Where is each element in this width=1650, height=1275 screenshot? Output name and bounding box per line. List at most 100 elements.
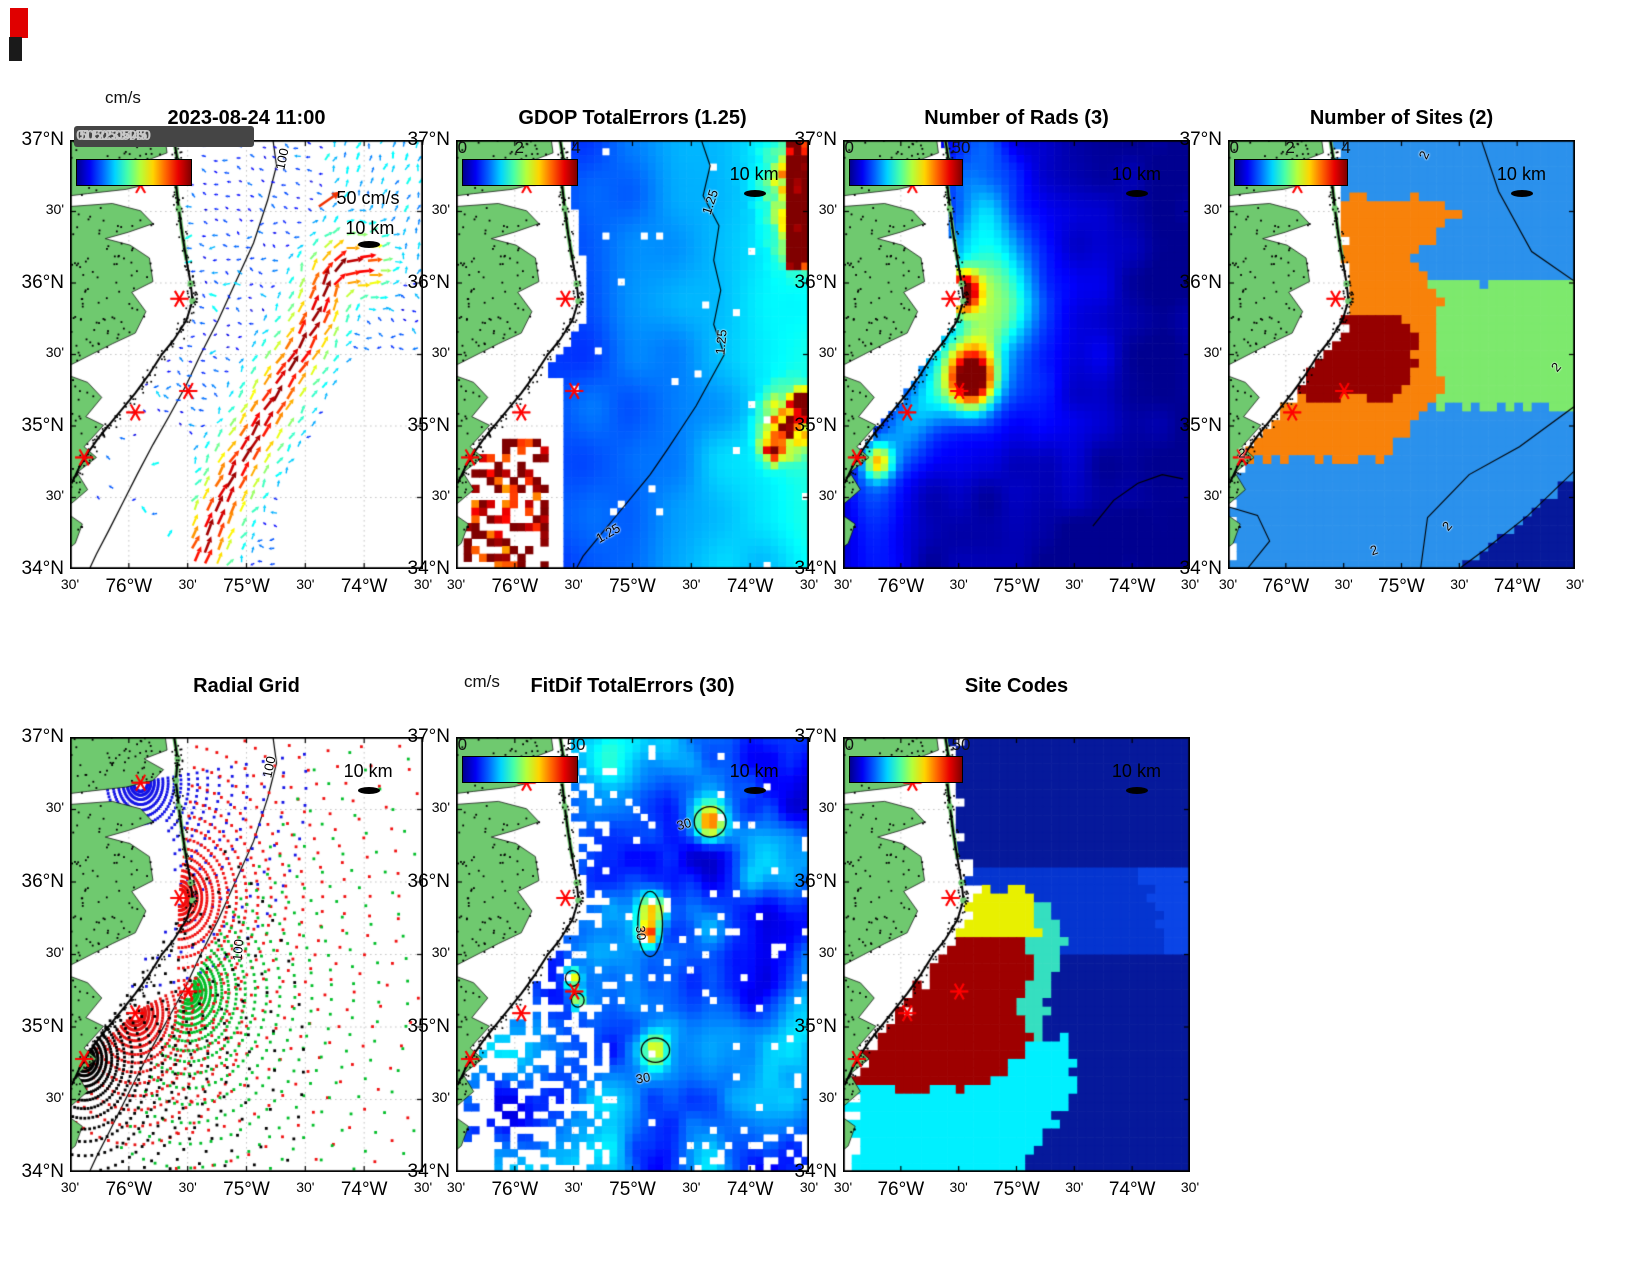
y-axis-label: 34°N [407, 558, 450, 579]
sitecodes-map-canvas [843, 737, 1190, 1172]
x-axis-label: 30' [296, 576, 315, 592]
x-axis-label: 74°W [726, 1179, 774, 1200]
x-axis-label: 76°W [105, 1179, 153, 1200]
km-scale-marker [1125, 190, 1148, 197]
y-axis-label: 36°N [21, 272, 64, 293]
panel-title: Site Codes [964, 675, 1069, 697]
contour-label: 100 [229, 938, 247, 962]
y-axis-label: 36°N [1179, 272, 1222, 293]
numsites-map-canvas [1228, 140, 1575, 569]
x-axis-label: 30' [833, 576, 853, 592]
y-axis-label: 34°N [407, 1161, 450, 1182]
x-axis-label: 30' [682, 576, 701, 592]
currents-map-canvas [70, 140, 423, 569]
x-axis-label: 75°W [609, 1179, 656, 1200]
y-axis-label: 37°N [794, 726, 837, 747]
x-axis-label: 76°W [877, 576, 925, 597]
panel-radial-grid: Radial Grid 10 km 100 100 [70, 675, 423, 1172]
km-scale-marker [743, 190, 766, 197]
gdop-map-canvas [456, 140, 809, 569]
colorbar-tick: 50 [951, 735, 971, 755]
x-axis-label: 30' [949, 1179, 968, 1195]
numrads-map-canvas [843, 140, 1190, 569]
contour-label: 2 [1238, 445, 1246, 461]
y-axis-label: 30' [818, 943, 837, 960]
x-axis-label: 74°W [726, 576, 774, 597]
x-axis-label: 30' [949, 576, 968, 592]
fitdif-map-canvas [456, 737, 809, 1172]
y-axis-label: 36°N [407, 272, 450, 293]
colorbar-tick: 0 [457, 735, 468, 755]
x-axis-label: 75°W [1378, 576, 1425, 597]
y-axis-label: 30' [45, 798, 64, 815]
y-axis-label: 34°N [21, 558, 64, 579]
x-axis-label: 30' [564, 1179, 583, 1195]
y-axis-label: 34°N [794, 558, 837, 579]
y-axis-label: 35°N [407, 1016, 450, 1037]
panel-title: FitDif TotalErrors (30) [530, 675, 735, 697]
y-axis-label: 35°N [21, 1016, 64, 1037]
x-axis-label: 74°W [1493, 576, 1541, 597]
corner-artifact-black [9, 37, 22, 61]
x-axis-label: 30' [799, 1179, 819, 1195]
colorbar [849, 756, 963, 784]
radial-grid-canvas [70, 737, 423, 1172]
corner-artifact-red [10, 8, 28, 38]
x-axis-label: 30' [1065, 576, 1084, 592]
y-axis-label: 30' [45, 200, 64, 217]
x-axis-label: 30' [60, 1179, 80, 1195]
km-scale-label: 10 km [729, 761, 779, 781]
km-scale-label: 10 km [345, 218, 395, 238]
x-axis-label: 75°W [223, 576, 270, 597]
y-axis-label: 35°N [794, 1016, 837, 1037]
y-axis-label: 34°N [21, 1161, 64, 1182]
x-axis-label: 30' [682, 1179, 701, 1195]
y-axis-label: 36°N [794, 272, 837, 293]
contour-label: 1.25 [712, 328, 730, 355]
km-scale-marker [357, 241, 380, 248]
x-axis-label: 30' [413, 1179, 433, 1195]
y-axis-label: 37°N [794, 129, 837, 150]
x-axis-label: 74°W [1108, 576, 1156, 597]
contour-label: 30 [633, 924, 650, 941]
panel-number-of-rads: Number of Rads (3) 0 50 10 km [843, 107, 1190, 569]
x-axis-label: 74°W [340, 1179, 388, 1200]
y-axis-label: 30' [45, 486, 64, 503]
y-axis-label: 30' [818, 1088, 837, 1105]
y-axis-label: 34°N [794, 1161, 837, 1182]
colorbar [462, 158, 578, 186]
y-axis-label: 30' [431, 343, 450, 360]
y-axis-label: 35°N [1179, 415, 1222, 436]
km-scale-label: 10 km [729, 164, 779, 184]
x-axis-label: 75°W [223, 1179, 270, 1200]
y-axis-label: 37°N [407, 726, 450, 747]
panel-site-codes: Site Codes 0 50 10 km [843, 675, 1190, 1172]
colorbar-tick: 4 [1341, 137, 1351, 157]
y-axis-label: 30' [45, 343, 64, 360]
x-axis-label: 30' [60, 576, 80, 592]
y-axis-label: 35°N [407, 415, 450, 436]
colorbar-ticks: 0 50 [845, 735, 971, 755]
panel-title: 2023-08-24 11:00 [167, 107, 326, 129]
panel-title: Radial Grid [193, 675, 300, 697]
colorbar-tick: 2 [1285, 137, 1295, 157]
x-axis-label: 76°W [491, 576, 539, 597]
km-scale-label: 10 km [1111, 761, 1161, 781]
x-axis-label: 30' [178, 1179, 197, 1195]
colorbar-ticks: 0 2 4 [1230, 137, 1351, 158]
y-axis-label: 36°N [794, 871, 837, 892]
colorbar-tick: 0 [844, 137, 854, 157]
colorbar-ticks: 0 50 [458, 735, 586, 755]
x-axis-label: 30' [446, 1179, 466, 1195]
x-axis-label: 30' [1065, 1179, 1084, 1195]
colorbar [849, 158, 963, 186]
km-scale-label: 10 km [1111, 164, 1161, 184]
y-axis-label: 30' [818, 798, 837, 815]
x-axis-label: 30' [799, 576, 819, 592]
x-axis-label: 76°W [877, 1179, 925, 1200]
contour-label: 30 [634, 1069, 652, 1088]
colorbar-tick: 50 [951, 137, 971, 157]
y-axis-label: 37°N [407, 129, 450, 150]
